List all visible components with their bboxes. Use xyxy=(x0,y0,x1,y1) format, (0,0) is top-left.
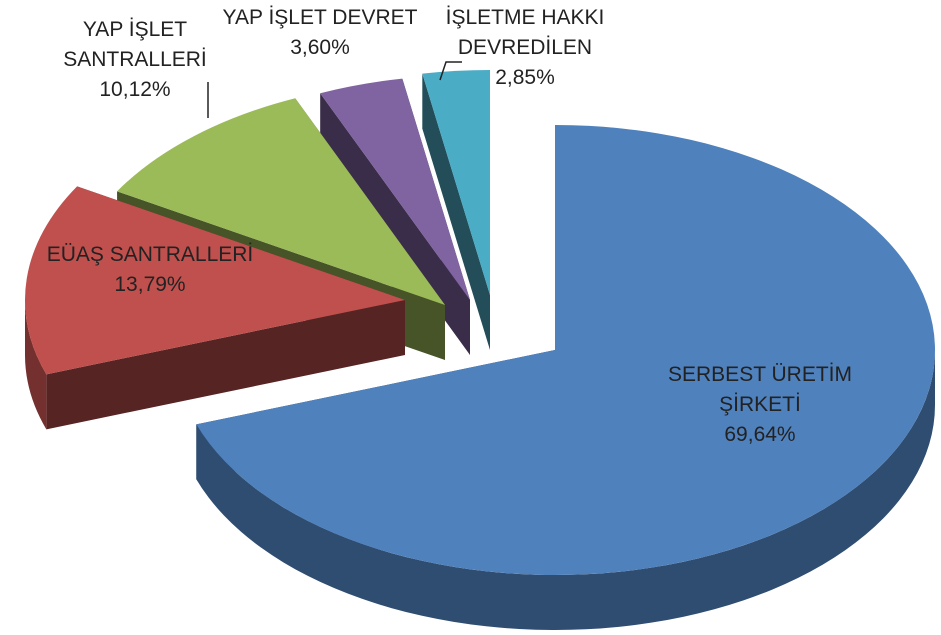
category-label: İŞLETME HAKKI DEVREDİLEN xyxy=(445,6,605,59)
slice-side xyxy=(25,300,47,430)
category-label: EÜAŞ SANTRALLERİ xyxy=(46,243,254,266)
data-label: YAP İŞLET DEVRET 3,60% xyxy=(205,3,435,63)
slice xyxy=(422,70,490,295)
value-label: 13,79% xyxy=(114,273,186,296)
value-label: 2,85% xyxy=(495,66,555,89)
slice xyxy=(320,78,470,300)
category-label: YAP İŞLET DEVRET xyxy=(222,6,418,29)
slice xyxy=(24,186,406,375)
slice-side xyxy=(46,300,406,430)
value-label: 69,64% xyxy=(724,423,796,446)
slice xyxy=(117,98,445,306)
leader-line xyxy=(439,61,462,81)
category-label: SERBEST ÜRETİM ŞİRKETİ xyxy=(668,363,852,416)
slice xyxy=(196,125,935,575)
data-label: İŞLETME HAKKI DEVREDİLEN 2,85% xyxy=(440,3,610,93)
data-label: EÜAŞ SANTRALLERİ 13,79% xyxy=(25,240,275,300)
data-label: YAP İŞLET SANTRALLERİ 10,12% xyxy=(60,15,210,105)
category-label: YAP İŞLET SANTRALLERİ xyxy=(63,18,207,71)
data-label: SERBEST ÜRETİM ŞİRKETİ 69,64% xyxy=(660,360,860,450)
slice-side xyxy=(422,73,490,350)
value-label: 3,60% xyxy=(290,36,350,59)
slice-side xyxy=(196,350,936,631)
value-label: 10,12% xyxy=(99,78,171,101)
